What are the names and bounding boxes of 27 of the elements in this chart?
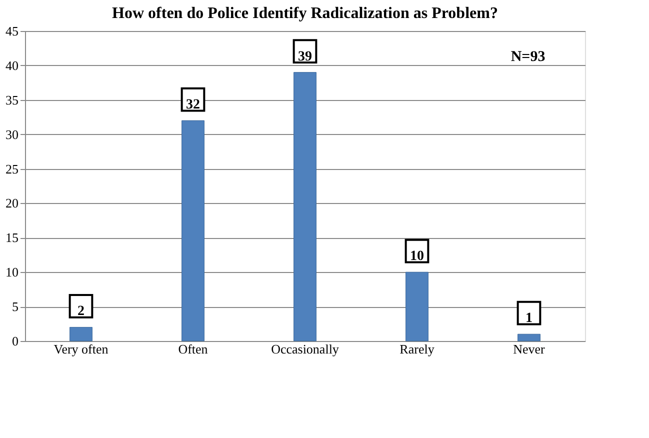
data-label: 2 bbox=[78, 304, 84, 320]
bar bbox=[294, 72, 316, 342]
chart-title: How often do Police Identify Radicalization as Problem? bbox=[112, 5, 498, 22]
y-tick-label: 10 bbox=[6, 264, 18, 280]
x-tick-label: Very often bbox=[54, 342, 109, 356]
y-tick-label: 25 bbox=[6, 161, 18, 176]
y-tick-label: 45 bbox=[6, 24, 18, 38]
y-tick-label: 35 bbox=[6, 92, 18, 108]
y-tick-label: 30 bbox=[6, 126, 18, 142]
bar bbox=[182, 120, 204, 342]
x-tick-label: Rarely bbox=[400, 342, 435, 356]
annotation: N=93 bbox=[510, 49, 546, 65]
y-tick-label: 15 bbox=[6, 230, 18, 246]
data-label: 1 bbox=[526, 311, 532, 326]
y-tick-label: 0 bbox=[12, 334, 18, 348]
x-tick-label: Never bbox=[513, 342, 546, 356]
bar bbox=[70, 326, 92, 342]
data-label: 32 bbox=[186, 98, 200, 113]
x-tick-label: Often bbox=[178, 342, 208, 356]
bar bbox=[518, 334, 540, 342]
data-label: 39 bbox=[298, 49, 312, 64]
x-tick-label: Occasionally bbox=[271, 342, 340, 356]
y-tick-label: 20 bbox=[6, 196, 18, 211]
y-tick-label: 5 bbox=[12, 299, 18, 314]
bar bbox=[406, 272, 428, 342]
data-label: 10 bbox=[410, 249, 424, 264]
y-tick-label: 40 bbox=[6, 58, 18, 73]
